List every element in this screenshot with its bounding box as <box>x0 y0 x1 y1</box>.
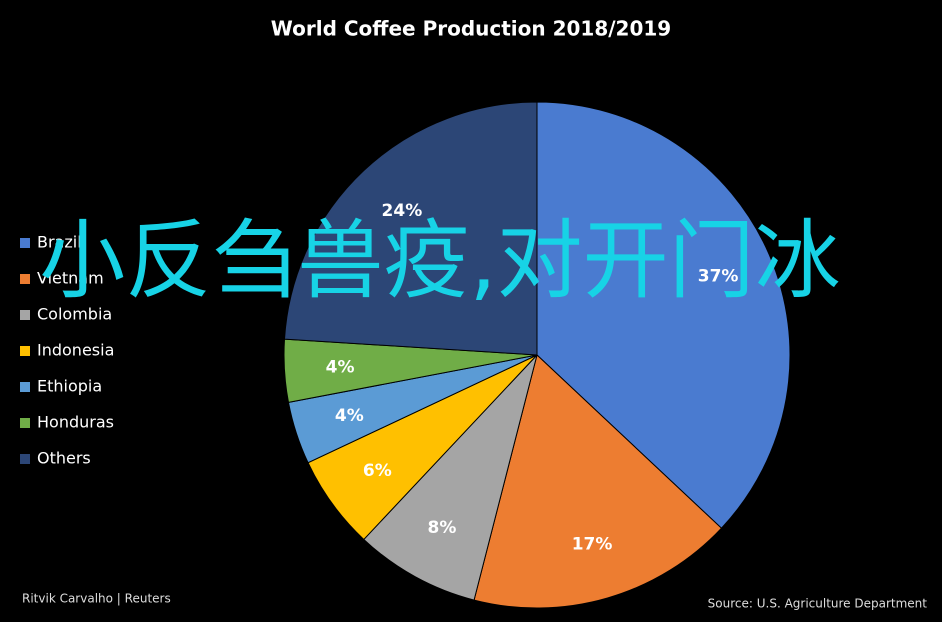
legend-label: Honduras <box>37 413 114 432</box>
legend-swatch <box>20 454 30 464</box>
legend-label: Brazil <box>37 233 82 252</box>
source: Source: U.S. Agriculture Department <box>708 597 928 611</box>
legend-swatch <box>20 238 30 248</box>
legend-swatch <box>20 310 30 320</box>
chart-title: World Coffee Production 2018/2019 <box>271 17 671 41</box>
legend-label: Indonesia <box>37 341 114 360</box>
legend-swatch <box>20 274 30 284</box>
legend-swatch <box>20 346 30 356</box>
data-label: 4% <box>326 357 355 377</box>
legend-swatch <box>20 382 30 392</box>
overlay-text: 小反刍兽疫,对开门冰 <box>39 211 841 311</box>
data-label: 37% <box>698 267 739 287</box>
pie-slice <box>363 354 538 601</box>
legend-label: Others <box>37 449 91 468</box>
pie-slice <box>473 354 723 609</box>
legend-label: Vietnam <box>37 269 104 288</box>
pie-slice <box>536 101 791 529</box>
legend-label: Ethiopia <box>37 377 102 396</box>
credit: Ritvik Carvalho | Reuters <box>22 592 171 606</box>
data-label: 24% <box>382 201 423 221</box>
data-label: 4% <box>335 406 364 426</box>
legend-swatch <box>20 418 30 428</box>
legend-label: Colombia <box>37 305 112 324</box>
data-label: 8% <box>427 518 456 538</box>
data-label: 17% <box>572 535 613 555</box>
data-label: 6% <box>363 461 392 481</box>
pie-slice <box>283 101 538 356</box>
